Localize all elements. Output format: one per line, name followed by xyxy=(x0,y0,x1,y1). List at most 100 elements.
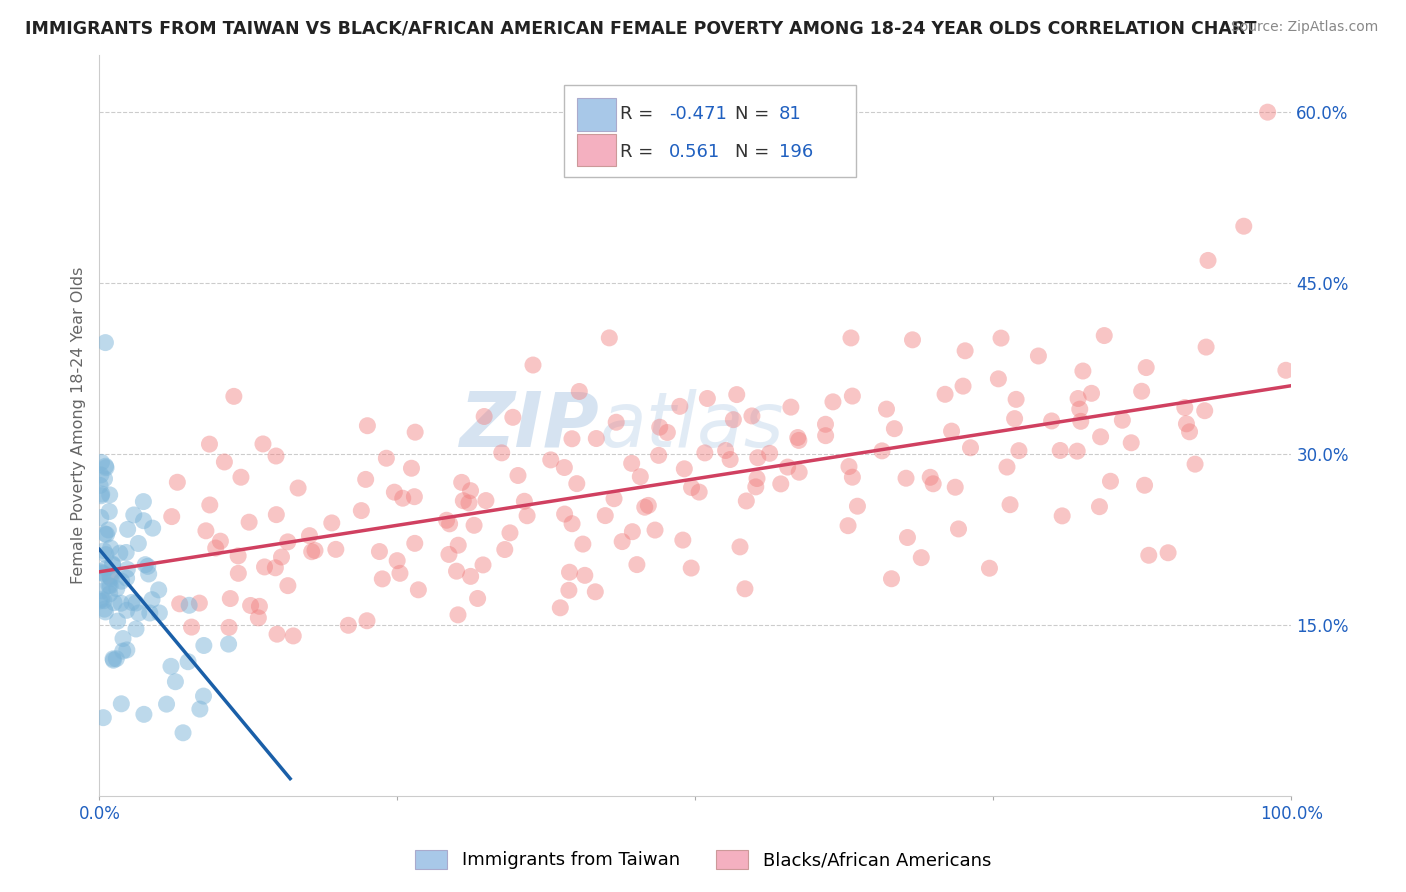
Point xyxy=(253,560,276,574)
Point xyxy=(91,566,114,580)
Point xyxy=(506,468,529,483)
Point xyxy=(93,543,115,558)
Point xyxy=(266,627,288,641)
Point xyxy=(228,566,250,581)
Point xyxy=(1194,403,1216,417)
Point xyxy=(814,428,837,442)
Point xyxy=(673,462,696,476)
Point xyxy=(1195,340,1218,354)
Point xyxy=(620,456,643,470)
Point xyxy=(93,593,115,607)
Point xyxy=(787,465,810,479)
Point xyxy=(98,504,121,518)
Point xyxy=(718,452,741,467)
Point xyxy=(447,607,470,622)
Point xyxy=(987,372,1010,386)
Point xyxy=(837,518,859,533)
Point xyxy=(883,422,905,436)
Point xyxy=(1069,402,1091,417)
Point xyxy=(1067,392,1090,406)
Point xyxy=(821,395,844,409)
Point xyxy=(105,582,128,596)
Point xyxy=(1070,414,1092,428)
Point xyxy=(117,562,139,576)
Point xyxy=(688,485,710,500)
Point xyxy=(472,558,495,572)
Point xyxy=(1071,364,1094,378)
Point xyxy=(439,516,461,531)
Point xyxy=(728,540,751,554)
Point xyxy=(561,516,583,531)
Point xyxy=(368,544,391,558)
Point xyxy=(165,674,187,689)
Point xyxy=(583,584,606,599)
Point xyxy=(723,412,745,426)
Point xyxy=(404,425,426,440)
Text: 81: 81 xyxy=(779,105,801,123)
Point xyxy=(371,572,394,586)
Point xyxy=(404,490,426,504)
Point xyxy=(814,417,837,432)
Point xyxy=(101,558,124,572)
Point xyxy=(1184,457,1206,471)
Point xyxy=(264,449,287,463)
Point xyxy=(229,470,252,484)
Point xyxy=(876,402,898,417)
Point xyxy=(953,343,976,358)
Point xyxy=(401,461,423,475)
Point xyxy=(110,574,132,589)
Point xyxy=(226,549,249,563)
Point xyxy=(98,569,121,583)
Point xyxy=(841,470,863,484)
Point xyxy=(122,508,145,522)
Point xyxy=(669,400,692,414)
Point xyxy=(172,726,194,740)
Point xyxy=(287,481,309,495)
Point xyxy=(209,534,232,549)
Point xyxy=(304,543,326,558)
Text: R =: R = xyxy=(620,105,659,123)
FancyBboxPatch shape xyxy=(578,134,616,166)
Point xyxy=(247,611,270,625)
Point xyxy=(745,480,768,494)
Point xyxy=(98,587,121,601)
Point xyxy=(1197,253,1219,268)
Point xyxy=(115,545,138,559)
Text: N =: N = xyxy=(735,105,775,123)
Point xyxy=(880,572,903,586)
Point xyxy=(948,522,970,536)
Point xyxy=(472,409,495,424)
Text: 0.561: 0.561 xyxy=(669,143,720,161)
Point xyxy=(1005,392,1028,407)
Point xyxy=(382,485,405,500)
Point xyxy=(188,596,211,610)
Point xyxy=(94,460,117,475)
Point xyxy=(204,541,226,555)
Point xyxy=(990,331,1012,345)
Point xyxy=(437,548,460,562)
Point xyxy=(155,697,177,711)
Point xyxy=(780,400,803,414)
Text: IMMIGRANTS FROM TAIWAN VS BLACK/AFRICAN AMERICAN FEMALE POVERTY AMONG 18-24 YEAR: IMMIGRANTS FROM TAIWAN VS BLACK/AFRICAN … xyxy=(25,20,1257,37)
Point xyxy=(98,570,121,584)
Point xyxy=(222,389,245,403)
Point xyxy=(572,537,595,551)
Point xyxy=(735,494,758,508)
Point xyxy=(249,599,271,614)
Point xyxy=(91,583,114,598)
Point xyxy=(1174,401,1197,415)
Point xyxy=(910,550,932,565)
Point xyxy=(132,707,155,722)
Text: ZIP: ZIP xyxy=(460,389,600,463)
Point xyxy=(941,424,963,438)
Point xyxy=(959,441,981,455)
Point xyxy=(1130,384,1153,399)
Point xyxy=(574,568,596,582)
Point xyxy=(839,331,862,345)
Point xyxy=(499,525,522,540)
Point xyxy=(166,475,188,490)
Point xyxy=(714,443,737,458)
Point xyxy=(1175,417,1198,431)
Point xyxy=(283,629,305,643)
Text: N =: N = xyxy=(735,143,775,161)
